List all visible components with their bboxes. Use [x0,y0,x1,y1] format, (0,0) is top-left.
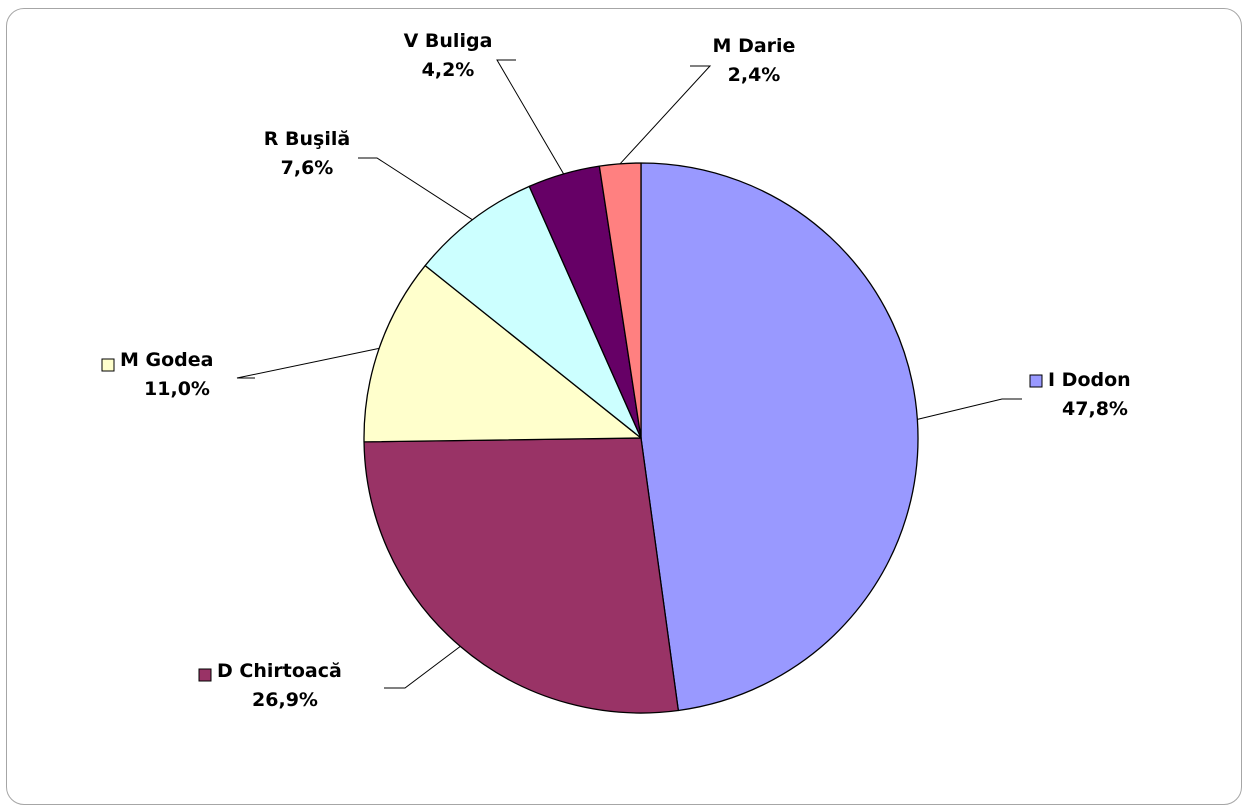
slice-value-v-buliga: 4,2% [422,59,475,81]
slice-value-d-chirtoaca: 26,9% [252,689,318,711]
leader-line-d-chirtoaca [384,646,461,689]
leader-line-m-godea [236,347,380,379]
legend-key-i-dodon [1029,374,1043,388]
pie-slice-d-chirtoaca [363,437,679,714]
leader-line-v-buliga [496,59,565,175]
slice-label-i-dodon: I Dodon [1048,369,1131,391]
slice-value-i-dodon: 47,8% [1062,398,1128,420]
slice-label-d-chirtoaca: D Chirtoacă [217,660,342,682]
leader-line-i-dodon [917,398,1022,420]
slice-value-r-busila: 7,6% [281,157,334,179]
leader-line-m-darie [619,65,712,165]
slice-value-m-godea: 11,0% [144,378,210,400]
slice-value-m-darie: 2,4% [728,64,781,86]
slice-label-m-godea: M Godea [120,349,213,371]
slice-label-r-busila: R Buşilă [264,128,350,150]
pie-slice-i-dodon [640,162,919,712]
slice-label-v-buliga: V Buliga [404,30,493,52]
slice-label-m-darie: M Darie [713,35,796,57]
leader-lines [236,59,1022,689]
pie-slices [363,162,919,714]
pie-slice-m-godea [363,264,642,443]
data-labels: I Dodon 47,8% D Chirtoacă 26,9% M Godea 11,0%… [101,30,1131,711]
legend-key-m-godea [101,358,115,372]
legend-key-d-chirtoaca [198,668,212,682]
leader-line-r-busila [358,157,473,221]
